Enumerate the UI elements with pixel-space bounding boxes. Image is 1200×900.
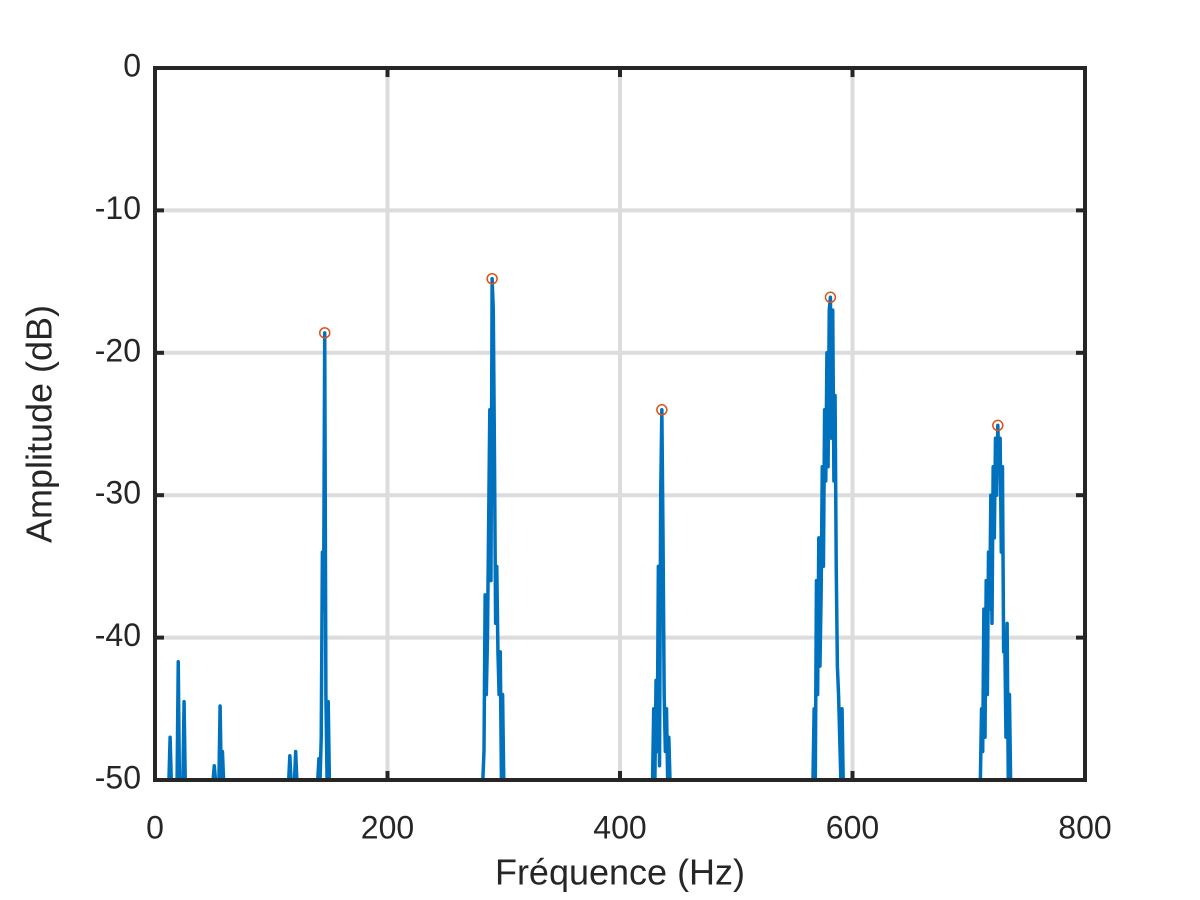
plot-area (155, 273, 1085, 780)
axes-box (153, 66, 1087, 782)
y-tick-label: -30 (95, 475, 141, 511)
spectrum-line (155, 277, 1085, 780)
peak-marker (992, 419, 1004, 432)
peak-marker (486, 273, 498, 285)
peak-marker (656, 404, 668, 416)
y-tick-label: -50 (95, 759, 141, 795)
x-axis-label: Fréquence (Hz) (495, 852, 745, 893)
peak-marker (824, 291, 837, 304)
peak-marker (318, 327, 331, 339)
y-tick-label: -20 (95, 332, 141, 368)
y-tick-label: -40 (95, 617, 141, 653)
x-tick-label: 800 (1058, 809, 1111, 845)
x-tick-label: 400 (593, 809, 646, 845)
y-tick-label: 0 (123, 47, 141, 83)
y-tick-label: -10 (95, 190, 141, 226)
x-tick-label: 0 (146, 809, 164, 845)
y-axis-label: Amplitude (dB) (19, 305, 60, 543)
x-tick-label: 200 (361, 809, 414, 845)
x-tick-label: 600 (826, 809, 879, 845)
